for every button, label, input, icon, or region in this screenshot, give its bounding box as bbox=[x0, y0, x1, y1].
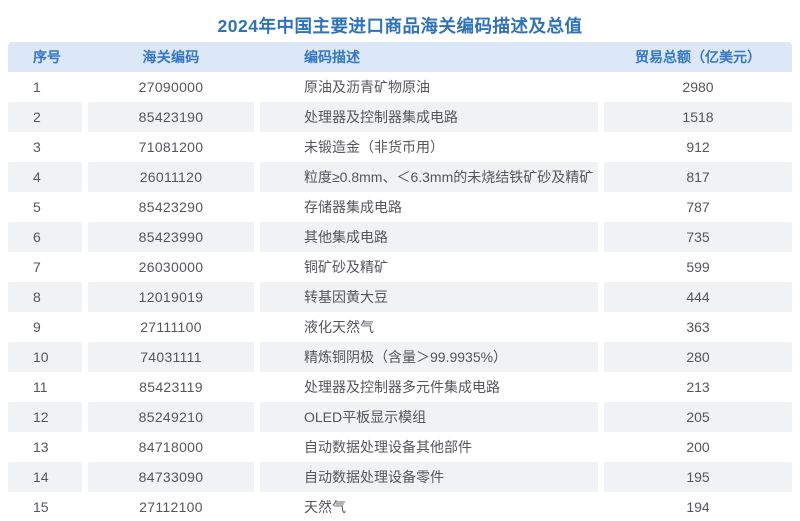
cell-value: 912 bbox=[686, 139, 710, 155]
page-title: 2024年中国主要进口商品海关编码描述及总值 bbox=[217, 16, 583, 36]
table-row: 9 27111100 液化天然气 363 bbox=[8, 312, 792, 342]
cell-value: 599 bbox=[686, 259, 710, 275]
cell-value: 2980 bbox=[682, 79, 714, 95]
cell-code: 85423190 bbox=[88, 102, 254, 132]
cell-seq: 7 bbox=[33, 259, 41, 275]
cell-value: 363 bbox=[686, 319, 710, 335]
table-row: 8 12019019 转基因黄大豆 444 bbox=[8, 282, 792, 312]
cell-desc: 处理器及控制器集成电路 bbox=[260, 102, 598, 132]
cell-value: 195 bbox=[604, 462, 792, 492]
cell-code: 12019019 bbox=[88, 282, 254, 312]
header-cell-value: 贸易总额（亿美元） bbox=[635, 49, 761, 65]
cell-code: 27090000 bbox=[138, 79, 204, 95]
cell-seq: 4 bbox=[8, 162, 82, 192]
cell-code: 84733090 bbox=[88, 462, 254, 492]
table-row: 10 74031111 精炼铜阴极（含量＞99.9935%） 280 bbox=[8, 342, 792, 372]
table-row: 1 27090000 原油及沥青矿物原油 2980 bbox=[8, 72, 792, 102]
cell-code: 26011120 bbox=[88, 162, 254, 192]
table-header: 序号 海关编码 编码描述 贸易总额（亿美元） bbox=[8, 42, 792, 72]
table-row: 7 26030000 铜矿砂及精矿 599 bbox=[8, 252, 792, 282]
trade-table: 序号 海关编码 编码描述 贸易总额（亿美元） 1 27090000 原油及沥青矿物原… bbox=[8, 42, 792, 521]
cell-seq: 14 bbox=[8, 462, 82, 492]
cell-value: 280 bbox=[604, 342, 792, 372]
cell-desc: 天然气 bbox=[304, 499, 346, 515]
cell-seq: 5 bbox=[33, 199, 41, 215]
cell-seq: 13 bbox=[33, 439, 49, 455]
cell-code: 26030000 bbox=[138, 259, 204, 275]
header-cell-seq: 序号 bbox=[33, 49, 61, 65]
cell-value: 444 bbox=[604, 282, 792, 312]
cell-desc: 原油及沥青矿物原油 bbox=[304, 79, 430, 95]
cell-value: 200 bbox=[686, 439, 710, 455]
cell-code: 74031111 bbox=[88, 342, 254, 372]
header-cell-desc: 编码描述 bbox=[304, 49, 360, 65]
cell-code: 85249210 bbox=[88, 402, 254, 432]
cell-seq: 11 bbox=[33, 379, 48, 395]
cell-seq: 1 bbox=[33, 79, 41, 95]
cell-desc: 液化天然气 bbox=[304, 319, 374, 335]
cell-desc: 粒度≥0.8mm、＜6.3mm的未烧结铁矿砂及精矿 bbox=[260, 162, 598, 192]
cell-code: 71081200 bbox=[138, 139, 204, 155]
cell-code: 27112100 bbox=[139, 499, 203, 515]
cell-seq: 3 bbox=[33, 139, 41, 155]
cell-value: 817 bbox=[604, 162, 792, 192]
cell-code: 27111100 bbox=[140, 319, 202, 335]
cell-desc: 存储器集成电路 bbox=[304, 199, 402, 215]
cell-desc: 其他集成电路 bbox=[260, 222, 598, 252]
table-row: 3 71081200 未锻造金（非货币用） 912 bbox=[8, 132, 792, 162]
table-row: 2 85423190 处理器及控制器集成电路 1518 bbox=[8, 102, 792, 132]
cell-desc: 处理器及控制器多元件集成电路 bbox=[304, 379, 500, 395]
cell-code: 85423290 bbox=[138, 199, 204, 215]
table-row: 15 27112100 天然气 194 bbox=[8, 492, 792, 521]
cell-value: 194 bbox=[686, 499, 710, 515]
cell-desc: 自动数据处理设备其他部件 bbox=[304, 439, 472, 455]
cell-value: 1518 bbox=[604, 102, 792, 132]
cell-seq: 15 bbox=[33, 499, 49, 515]
table-row: 11 85423119 处理器及控制器多元件集成电路 213 bbox=[8, 372, 792, 402]
cell-desc: 转基因黄大豆 bbox=[260, 282, 598, 312]
table-row: 4 26011120 粒度≥0.8mm、＜6.3mm的未烧结铁矿砂及精矿 817 bbox=[8, 162, 792, 192]
header-cell-code: 海关编码 bbox=[142, 49, 200, 65]
cell-desc: OLED平板显示模组 bbox=[260, 402, 598, 432]
cell-code: 85423990 bbox=[88, 222, 254, 252]
cell-seq: 12 bbox=[8, 402, 82, 432]
cell-desc: 精炼铜阴极（含量＞99.9935%） bbox=[260, 342, 598, 372]
cell-code: 85423119 bbox=[139, 379, 203, 395]
cell-value: 213 bbox=[686, 379, 710, 395]
cell-value: 787 bbox=[686, 199, 710, 215]
cell-seq: 2 bbox=[8, 102, 82, 132]
cell-value: 735 bbox=[604, 222, 792, 252]
table-row: 12 85249210 OLED平板显示模组 205 bbox=[8, 402, 792, 432]
table-row: 14 84733090 自动数据处理设备零件 195 bbox=[8, 462, 792, 492]
cell-seq: 8 bbox=[8, 282, 82, 312]
table-row: 6 85423990 其他集成电路 735 bbox=[8, 222, 792, 252]
cell-seq: 9 bbox=[33, 319, 41, 335]
table-body: 1 27090000 原油及沥青矿物原油 2980 2 85423190 处理器及控制器集成… bbox=[8, 72, 792, 521]
table-row: 13 84718000 自动数据处理设备其他部件 200 bbox=[8, 432, 792, 462]
cell-desc: 铜矿砂及精矿 bbox=[304, 259, 388, 275]
cell-seq: 6 bbox=[8, 222, 82, 252]
cell-desc: 自动数据处理设备零件 bbox=[260, 462, 598, 492]
table-row: 5 85423290 存储器集成电路 787 bbox=[8, 192, 792, 222]
cell-value: 205 bbox=[604, 402, 792, 432]
cell-seq: 10 bbox=[8, 342, 82, 372]
cell-desc: 未锻造金（非货币用） bbox=[304, 139, 444, 155]
cell-code: 84718000 bbox=[138, 439, 204, 455]
